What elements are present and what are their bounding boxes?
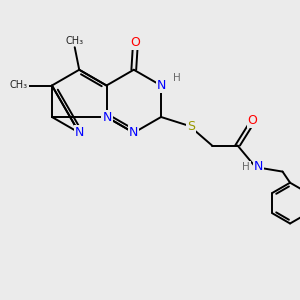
Text: N: N <box>254 160 263 173</box>
Text: CH₃: CH₃ <box>10 80 28 90</box>
Text: N: N <box>74 126 84 139</box>
Text: O: O <box>130 36 140 49</box>
Text: N: N <box>102 111 112 124</box>
Text: N: N <box>157 79 166 92</box>
Text: S: S <box>187 120 195 133</box>
Text: CH₃: CH₃ <box>65 36 83 46</box>
Text: H: H <box>173 73 181 83</box>
Text: O: O <box>248 114 257 127</box>
Text: H: H <box>242 161 250 172</box>
Text: N: N <box>129 126 139 139</box>
